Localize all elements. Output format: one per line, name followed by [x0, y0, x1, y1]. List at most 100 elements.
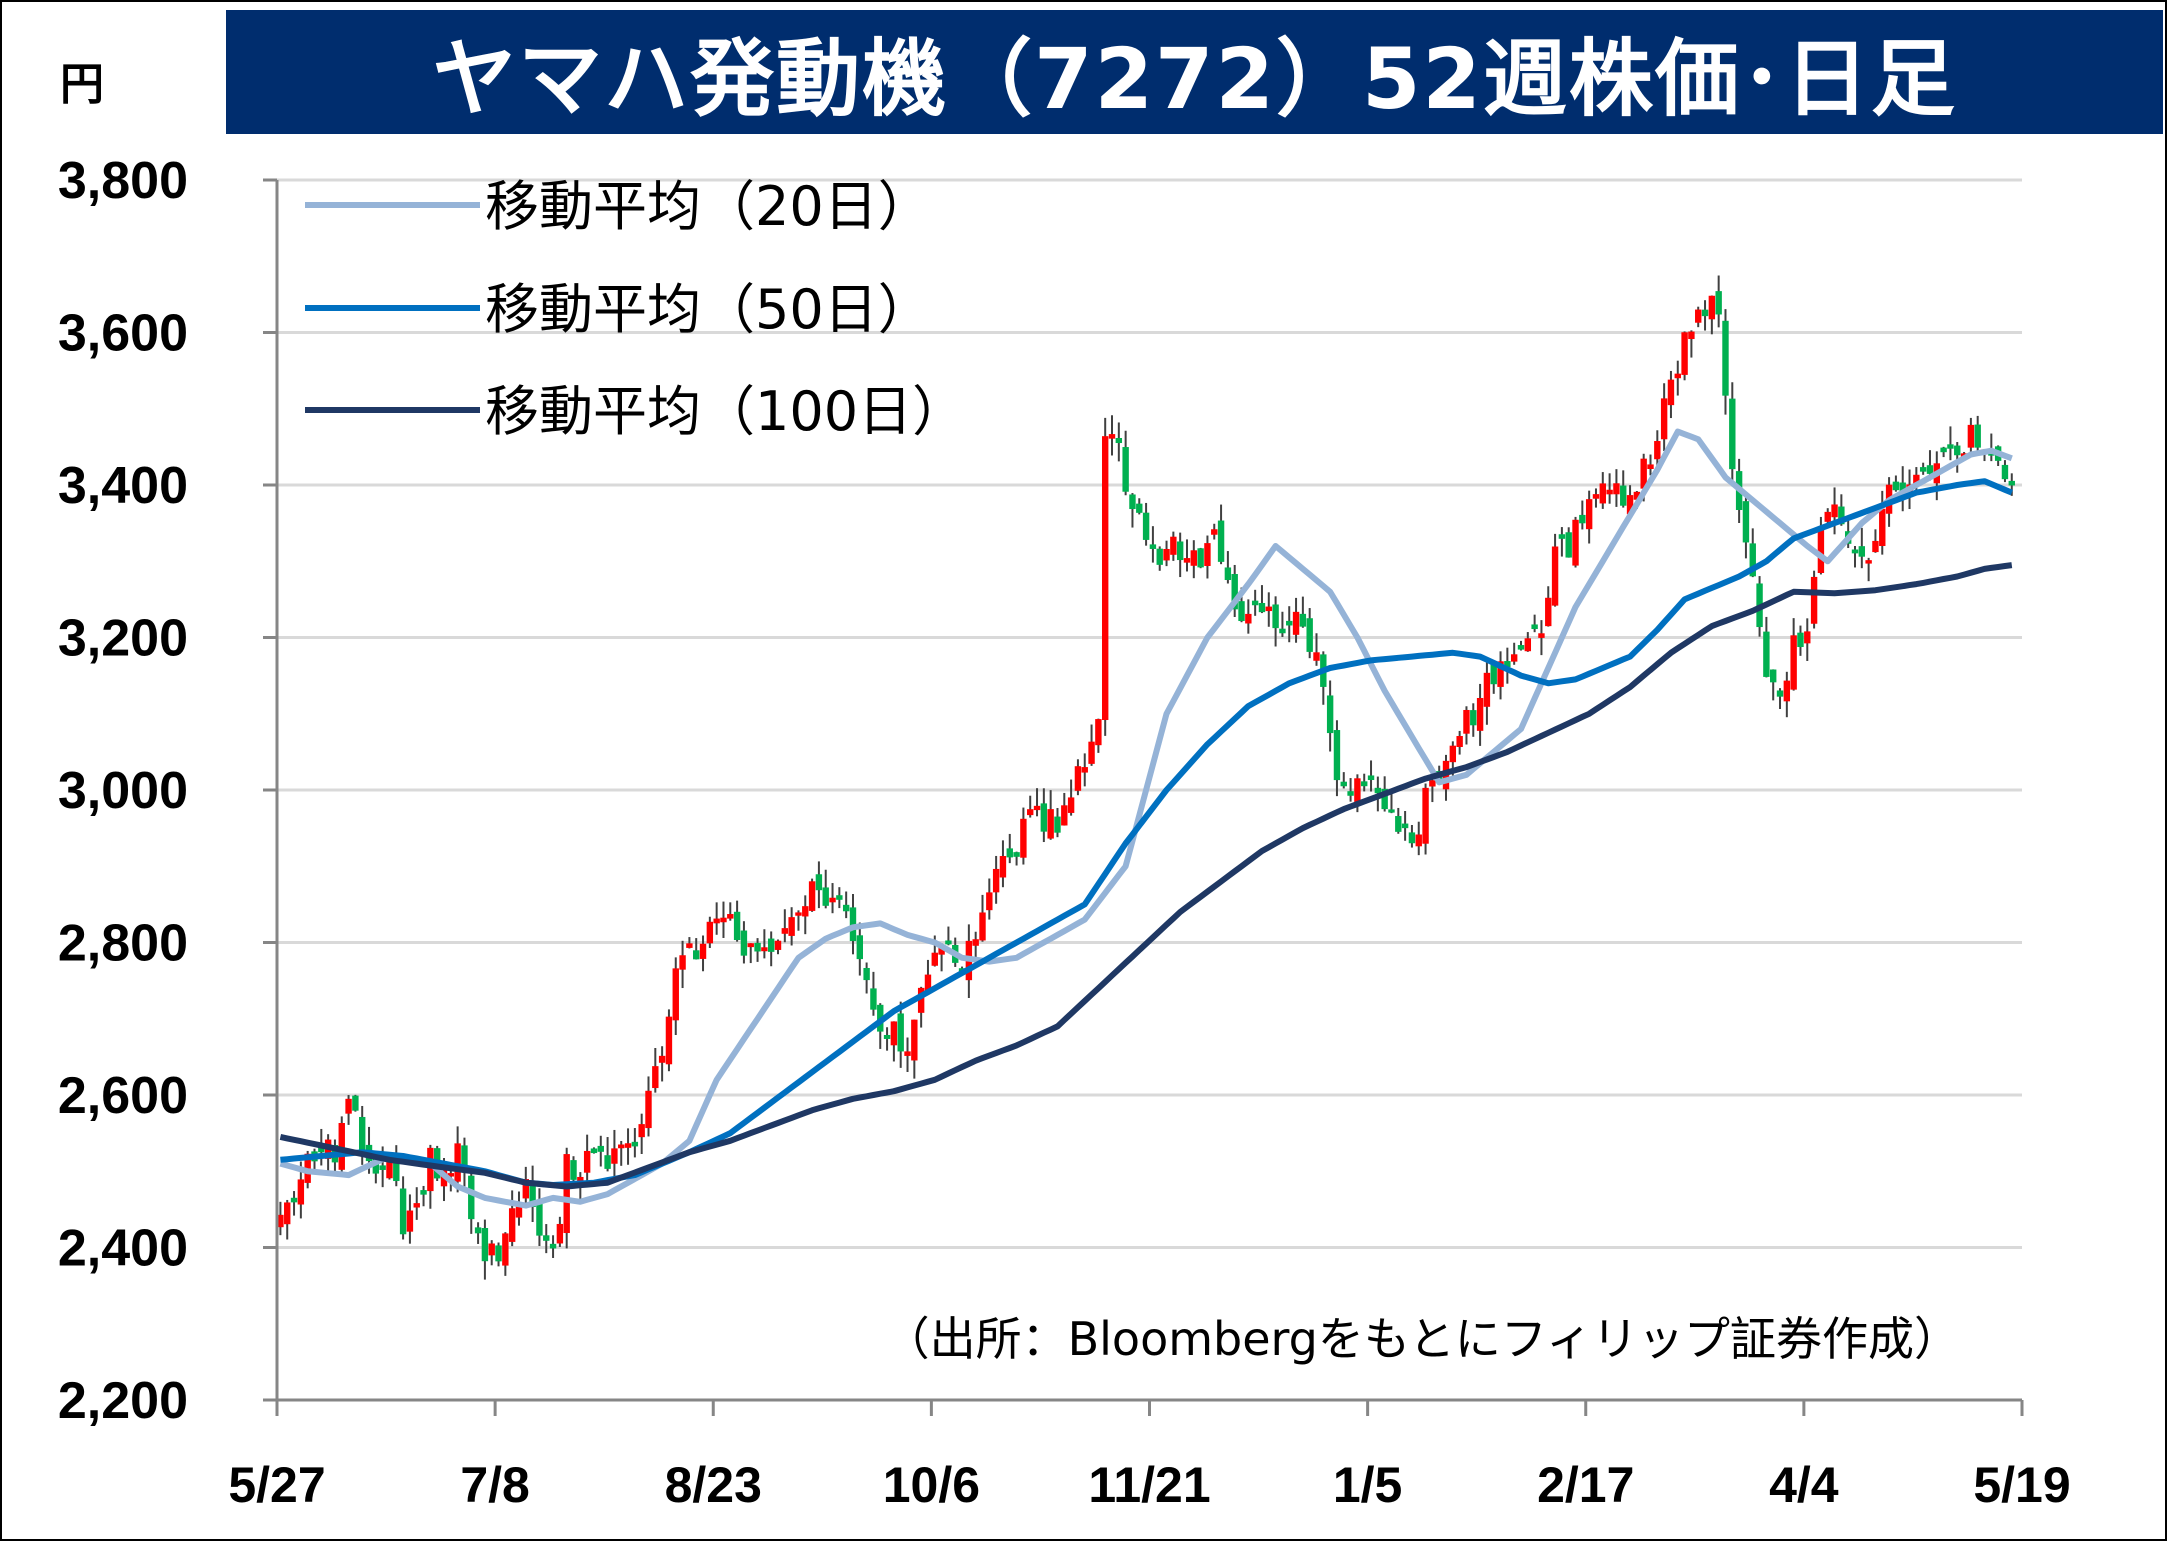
- candle-body: [1585, 499, 1593, 530]
- candle: [1715, 275, 1722, 328]
- candle: [1088, 724, 1095, 766]
- candle: [1047, 790, 1054, 840]
- candle-body: [986, 892, 993, 911]
- candle: [536, 1188, 543, 1247]
- candle: [529, 1165, 536, 1223]
- candle-body: [474, 1227, 482, 1234]
- candle-body: [1831, 504, 1838, 518]
- candle-body: [515, 1205, 523, 1218]
- candle: [549, 1235, 557, 1258]
- candle: [1940, 446, 1947, 458]
- candle: [992, 855, 1000, 904]
- candle-body: [1872, 540, 1879, 553]
- candle: [767, 931, 775, 967]
- candle: [720, 901, 727, 938]
- candle-body: [611, 1148, 618, 1164]
- candle: [1279, 611, 1286, 637]
- candle-body: [1463, 709, 1470, 734]
- candle-body: [849, 907, 857, 942]
- candle-body: [1374, 787, 1382, 794]
- candle: [972, 931, 979, 959]
- candle: [1415, 821, 1422, 856]
- candle-body: [1101, 436, 1109, 721]
- candle: [1204, 535, 1211, 579]
- candle-body: [1810, 576, 1818, 624]
- x-tick-label: 5/27: [228, 1457, 325, 1513]
- candle: [474, 1222, 482, 1244]
- candle: [1892, 475, 1900, 492]
- candle-body: [543, 1235, 550, 1241]
- candle-body: [406, 1210, 414, 1232]
- candle-body: [1170, 536, 1177, 555]
- y-axis-unit: 円: [60, 59, 104, 110]
- candle-body: [788, 917, 795, 936]
- candle: [815, 861, 823, 909]
- candle: [781, 909, 789, 943]
- candle-body: [1606, 489, 1613, 495]
- candle: [1129, 493, 1136, 528]
- candle-body: [822, 887, 829, 906]
- candle: [338, 1116, 345, 1172]
- candle-body: [808, 881, 816, 911]
- candle: [672, 957, 679, 1035]
- candle: [1224, 551, 1232, 584]
- candle: [1067, 779, 1075, 816]
- candle: [1592, 488, 1600, 508]
- candle-body: [1940, 447, 1947, 453]
- candle-body: [767, 938, 775, 952]
- candle-body: [1183, 558, 1191, 563]
- candle: [1647, 454, 1654, 476]
- candle-body: [1538, 633, 1545, 638]
- candle-body: [1688, 331, 1695, 340]
- candle: [1947, 426, 1954, 461]
- candle-body: [638, 1124, 645, 1138]
- candle-body: [836, 895, 843, 900]
- candle-body: [1654, 441, 1661, 460]
- candle-body: [1892, 481, 1900, 491]
- candle-body: [1524, 638, 1532, 652]
- candle: [1054, 807, 1061, 838]
- candle-body: [1081, 767, 1088, 773]
- candle-body: [549, 1243, 557, 1249]
- candle-body: [1333, 730, 1341, 781]
- candle-body: [1660, 398, 1668, 440]
- candle: [604, 1137, 611, 1172]
- candle: [420, 1185, 427, 1207]
- candle-body: [890, 1021, 898, 1046]
- candle: [461, 1137, 468, 1187]
- candle-body: [1251, 600, 1259, 606]
- candle: [1320, 651, 1327, 705]
- candle-body: [904, 1051, 911, 1056]
- candle: [597, 1135, 604, 1167]
- candle-body: [1347, 791, 1354, 796]
- candle: [1872, 529, 1879, 553]
- candle: [829, 883, 836, 914]
- candle-body: [774, 940, 782, 950]
- candle-body: [1919, 467, 1927, 472]
- candle: [1722, 309, 1729, 415]
- candle: [1265, 592, 1272, 627]
- candle-body: [597, 1145, 604, 1152]
- candle-body: [1701, 309, 1709, 317]
- candle-body: [1742, 501, 1750, 543]
- candle-body: [379, 1165, 386, 1170]
- candle-body: [979, 912, 986, 941]
- candle-body: [570, 1160, 577, 1180]
- candle: [1258, 585, 1266, 614]
- candle: [1865, 557, 1872, 582]
- candle-body: [454, 1143, 461, 1182]
- candle: [1340, 772, 1347, 789]
- candle-body: [1190, 550, 1198, 566]
- candle: [733, 900, 741, 942]
- candle-body: [522, 1179, 529, 1199]
- legend-label: 移動平均（20日）: [485, 175, 932, 238]
- candle-body: [1599, 483, 1606, 504]
- candle: [1879, 490, 1886, 555]
- candle: [727, 902, 734, 921]
- candle-body: [1545, 597, 1552, 627]
- candle-body: [1408, 832, 1416, 844]
- candle-body: [1156, 548, 1163, 565]
- candle-body: [352, 1095, 359, 1111]
- candle: [1142, 502, 1150, 546]
